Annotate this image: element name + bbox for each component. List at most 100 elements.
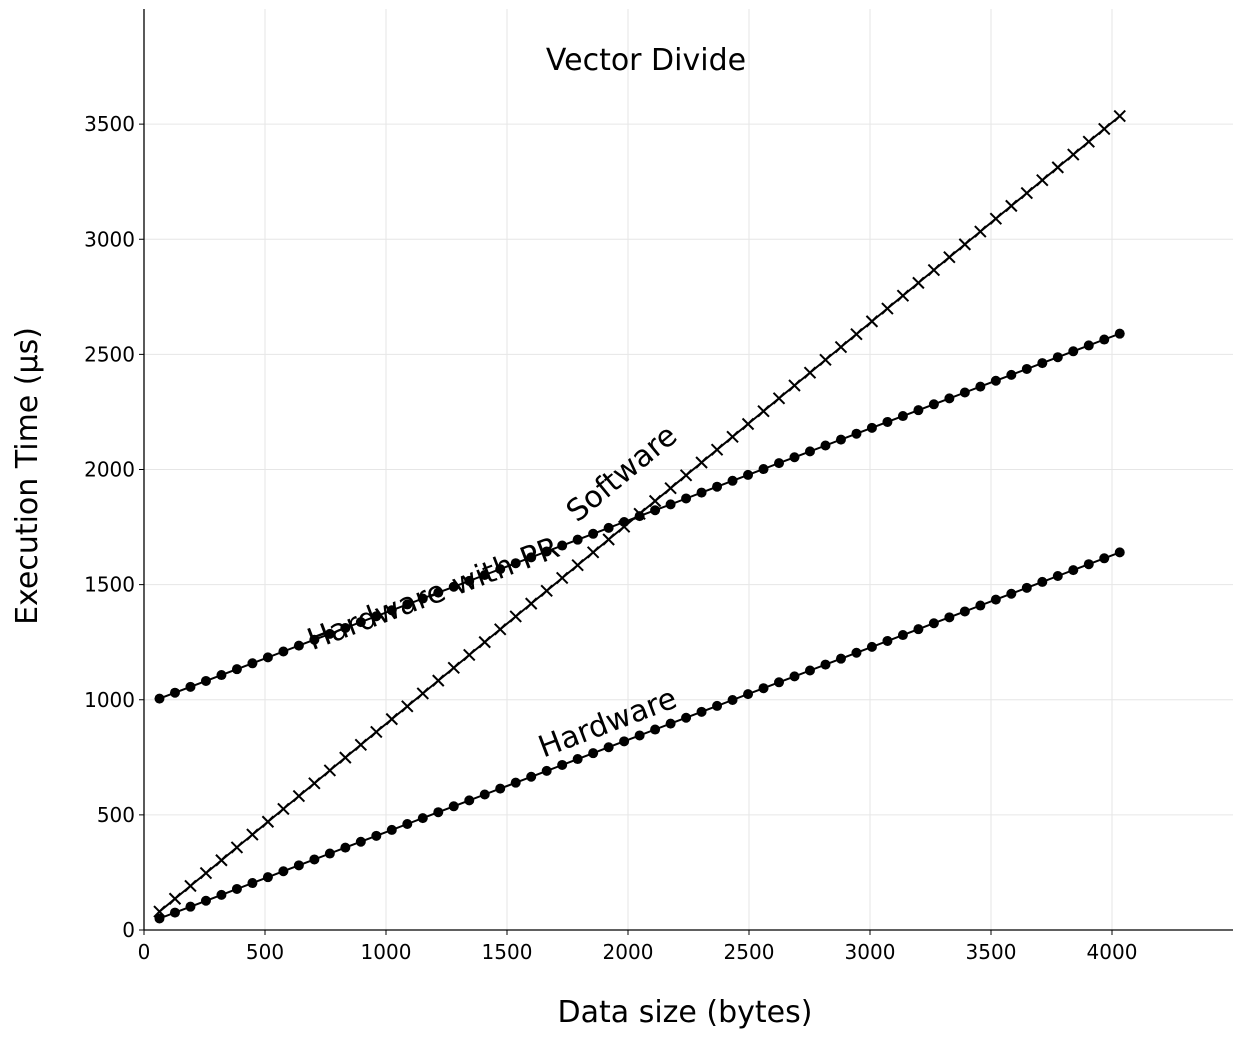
x-axis-title: Data size (bytes) — [558, 995, 813, 1030]
data-point-x-marker — [819, 353, 832, 367]
data-point-circle-marker — [309, 634, 320, 645]
data-point-x-marker — [168, 892, 182, 905]
y-tick-label: 1000 — [84, 688, 135, 712]
data-point-x-marker — [447, 661, 460, 675]
data-point-circle-marker — [185, 901, 196, 912]
data-point-x-marker — [896, 289, 910, 302]
x-tick-labels: 0 500 1000 1500 2000 2500 3000 3500 4000 — [138, 930, 1137, 964]
data-point-x-marker — [602, 533, 615, 546]
data-point-circle-marker — [216, 670, 227, 681]
data-point-circle-marker — [1068, 346, 1079, 357]
data-point-circle-marker — [293, 640, 304, 651]
data-point-x-marker — [571, 558, 584, 572]
data-point-x-marker — [184, 879, 197, 893]
data-point-circle-marker — [541, 546, 552, 557]
data-point-circle-marker — [804, 665, 815, 676]
data-point-circle-marker — [1021, 363, 1032, 374]
x-tick-label: 500 — [246, 940, 284, 964]
data-point-x-marker — [401, 700, 414, 713]
grid-lines — [144, 9, 1233, 930]
y-tick-label: 2000 — [84, 458, 135, 482]
data-point-circle-marker — [371, 611, 382, 622]
data-point-circle-marker — [572, 754, 583, 765]
y-tick-label: 0 — [122, 918, 135, 942]
data-point-x-marker — [1051, 161, 1064, 174]
data-point-circle-marker — [619, 517, 630, 528]
data-point-x-marker — [664, 481, 677, 495]
data-point-x-marker — [974, 225, 987, 238]
data-point-circle-marker — [154, 693, 165, 704]
data-point-circle-marker — [835, 653, 846, 664]
data-point-circle-marker — [944, 612, 955, 623]
data-point-circle-marker — [696, 706, 707, 717]
data-point-x-marker — [741, 417, 755, 431]
data-point-circle-marker — [712, 481, 723, 492]
series-hardware-with-pr — [154, 328, 1125, 704]
x-tick-label: 1000 — [361, 940, 412, 964]
data-point-x-marker — [1036, 174, 1049, 187]
data-point-circle-marker — [1083, 340, 1094, 351]
data-point-circle-marker — [557, 540, 568, 551]
data-point-circle-marker — [1006, 369, 1017, 380]
data-point-x-marker — [1067, 148, 1080, 161]
data-point-circle-marker — [774, 677, 785, 688]
data-point-circle-marker — [386, 605, 397, 616]
data-point-circle-marker — [1037, 358, 1048, 369]
data-point-circle-marker — [603, 522, 614, 533]
chart-title: Vector Divide — [546, 43, 746, 78]
data-point-circle-marker — [959, 606, 970, 617]
data-point-circle-marker — [1114, 328, 1125, 339]
data-point-x-marker — [865, 315, 879, 328]
data-point-circle-marker — [185, 681, 196, 692]
x-tick-label: 3000 — [845, 940, 896, 964]
data-point-circle-marker — [851, 428, 862, 439]
data-point-circle-marker — [541, 765, 552, 776]
data-point-circle-marker — [262, 872, 273, 883]
data-point-circle-marker — [1068, 565, 1079, 576]
data-point-circle-marker — [990, 375, 1001, 386]
data-point-circle-marker — [789, 452, 800, 463]
data-point-circle-marker — [262, 652, 273, 663]
data-point-circle-marker — [1114, 547, 1125, 558]
data-point-x-marker — [339, 751, 352, 764]
data-point-x-marker — [710, 443, 724, 456]
y-tick-labels: 0 500 1000 1500 2000 2500 3000 3500 — [84, 112, 144, 942]
x-tick-label: 0 — [138, 940, 151, 964]
data-point-circle-marker — [1099, 553, 1110, 564]
data-point-circle-marker — [448, 801, 459, 812]
x-tick-label: 3500 — [966, 940, 1017, 964]
data-point-circle-marker — [990, 594, 1001, 605]
data-point-circle-marker — [835, 434, 846, 445]
data-point-circle-marker — [200, 895, 211, 906]
data-point-circle-marker — [154, 913, 165, 924]
data-point-circle-marker — [913, 624, 924, 635]
data-point-circle-marker — [417, 593, 428, 604]
data-point-circle-marker — [712, 700, 723, 711]
data-point-circle-marker — [634, 511, 645, 522]
data-point-x-marker — [509, 610, 522, 623]
data-point-circle-marker — [975, 381, 986, 392]
data-point-circle-marker — [681, 493, 692, 504]
data-point-x-marker — [1005, 199, 1018, 213]
data-point-x-marker — [989, 212, 1003, 225]
data-point-circle-marker — [1052, 571, 1063, 582]
data-point-x-marker — [277, 802, 290, 816]
data-point-circle-marker — [448, 581, 459, 592]
data-point-circle-marker — [897, 630, 908, 641]
data-point-circle-marker — [882, 416, 893, 427]
data-point-x-marker — [772, 392, 786, 405]
data-point-circle-marker — [897, 411, 908, 422]
data-point-x-marker — [1082, 135, 1095, 148]
data-point-circle-marker — [278, 866, 289, 877]
data-point-circle-marker — [820, 440, 831, 451]
y-tick-label: 3500 — [84, 112, 135, 136]
data-point-x-marker — [308, 777, 321, 790]
data-point-circle-marker — [247, 658, 258, 669]
data-point-circle-marker — [727, 695, 738, 706]
data-point-x-marker — [679, 469, 693, 482]
data-point-circle-marker — [882, 635, 893, 646]
data-point-circle-marker — [665, 718, 676, 729]
data-point-circle-marker — [495, 783, 506, 794]
data-point-x-marker — [1113, 109, 1126, 123]
